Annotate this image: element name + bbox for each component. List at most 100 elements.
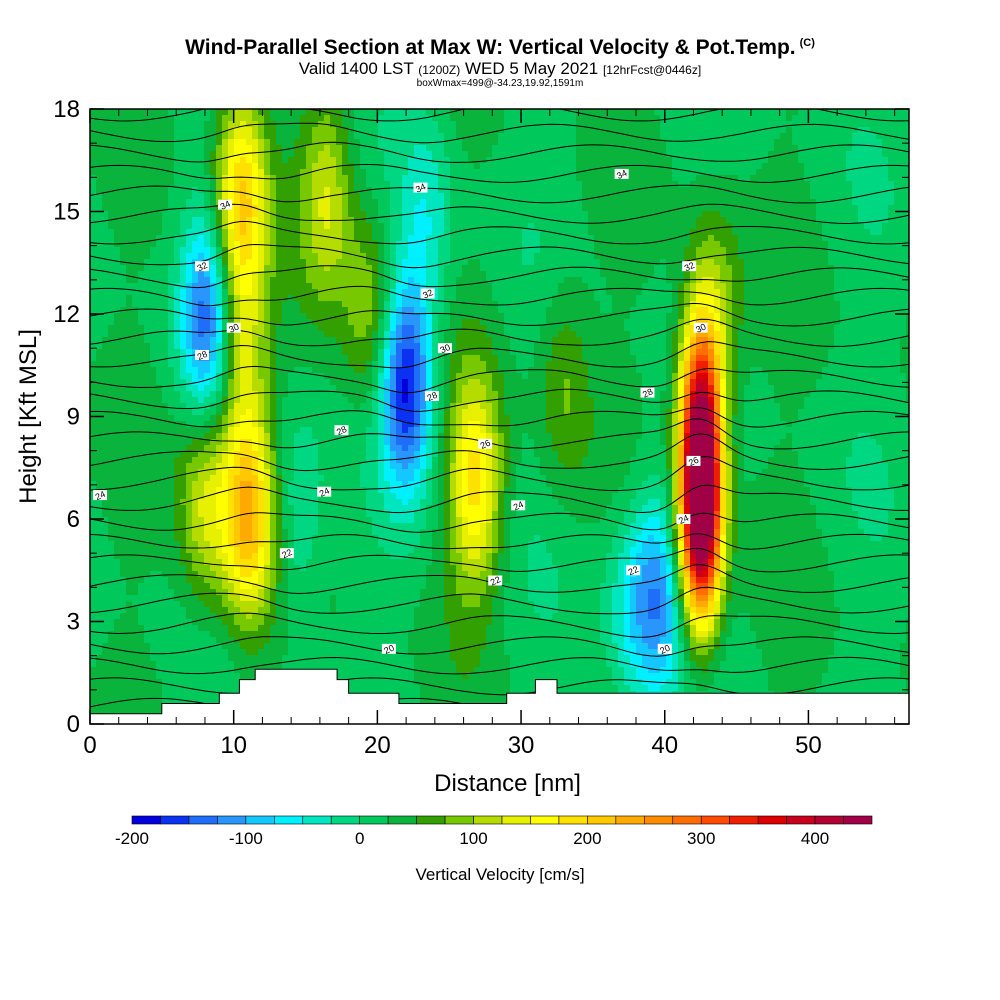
heatmap-cell — [618, 115, 625, 122]
heatmap-cell — [498, 235, 505, 242]
heatmap-cell — [492, 157, 499, 164]
heatmap-cell — [876, 259, 883, 266]
heatmap-cell — [276, 193, 283, 200]
heatmap-cell — [894, 295, 901, 302]
heatmap-cell — [654, 175, 661, 182]
heatmap-cell — [534, 289, 541, 296]
heatmap-cell — [624, 271, 631, 278]
heatmap-cell — [552, 313, 559, 320]
heatmap-cell — [582, 121, 589, 128]
heatmap-cell — [684, 307, 691, 314]
heatmap-cell — [678, 199, 685, 206]
heatmap-cell — [510, 109, 517, 116]
heatmap-cell — [678, 115, 685, 122]
heatmap-cell — [504, 307, 511, 314]
heatmap-cell — [444, 187, 451, 194]
heatmap-cell — [780, 181, 787, 188]
heatmap-cell — [264, 205, 271, 212]
heatmap-cell — [774, 199, 781, 206]
heatmap-cell — [438, 187, 445, 194]
heatmap-cell — [282, 133, 289, 140]
heatmap-cell — [264, 283, 271, 290]
heatmap-cell — [486, 313, 493, 320]
heatmap-cell — [402, 295, 409, 302]
heatmap-cell — [852, 181, 859, 188]
heatmap-cell — [522, 295, 529, 302]
heatmap-cell — [360, 163, 367, 170]
heatmap-cell — [678, 151, 685, 158]
heatmap-cell — [822, 313, 829, 320]
heatmap-cell — [462, 235, 469, 242]
heatmap-cell — [456, 295, 463, 302]
heatmap-cell — [696, 271, 703, 278]
heatmap-cell — [438, 133, 445, 140]
heatmap-cell — [480, 259, 487, 266]
heatmap-cell — [894, 235, 901, 242]
heatmap-cell — [498, 289, 505, 296]
heatmap-cell — [390, 199, 397, 206]
heatmap-cell — [504, 277, 511, 284]
heatmap-cell — [384, 199, 391, 206]
heatmap-cell — [222, 229, 229, 236]
heatmap-cell — [282, 217, 289, 224]
heatmap-cell — [690, 271, 697, 278]
heatmap-cell — [576, 295, 583, 302]
heatmap-cell — [444, 235, 451, 242]
heatmap-cell — [852, 301, 859, 308]
heatmap-cell — [378, 241, 385, 248]
heatmap-cell — [444, 325, 451, 332]
heatmap-cell — [846, 295, 853, 302]
heatmap-cell — [318, 253, 325, 260]
heatmap-cell — [570, 319, 577, 326]
heatmap-cell — [378, 235, 385, 242]
heatmap-cell — [612, 115, 619, 122]
heatmap-cell — [294, 127, 301, 134]
heatmap-cell — [462, 193, 469, 200]
heatmap-cell — [258, 253, 265, 260]
heatmap-cell — [204, 121, 211, 128]
heatmap-cell — [426, 253, 433, 260]
heatmap-cell — [132, 181, 139, 188]
heatmap-cell — [636, 301, 643, 308]
heatmap-cell — [360, 169, 367, 176]
heatmap-cell — [324, 235, 331, 242]
heatmap-cell — [558, 241, 565, 248]
heatmap-cell — [480, 277, 487, 284]
heatmap-cell — [648, 307, 655, 314]
heatmap-cell — [222, 247, 229, 254]
heatmap-cell — [438, 181, 445, 188]
heatmap-cell — [768, 187, 775, 194]
heatmap-cell — [702, 127, 709, 134]
heatmap-cell — [186, 199, 193, 206]
heatmap-cell — [402, 271, 409, 278]
heatmap-cell — [510, 283, 517, 290]
heatmap-cell — [552, 109, 559, 116]
heatmap-cell — [870, 151, 877, 158]
heatmap-cell — [606, 223, 613, 230]
heatmap-cell — [480, 307, 487, 314]
heatmap-cell — [246, 259, 253, 266]
heatmap-cell — [342, 325, 349, 332]
heatmap-cell — [798, 211, 805, 218]
heatmap-cell — [198, 307, 205, 314]
heatmap-cell — [882, 121, 889, 128]
heatmap-cell — [522, 235, 529, 242]
heatmap-cell — [834, 145, 841, 152]
heatmap-cell — [180, 217, 187, 224]
heatmap-cell — [480, 271, 487, 278]
heatmap-cell — [588, 271, 595, 278]
heatmap-cell — [900, 199, 907, 206]
heatmap-cell — [462, 163, 469, 170]
heatmap-cell — [216, 241, 223, 248]
heatmap-cell — [456, 151, 463, 158]
heatmap-cell — [150, 139, 157, 146]
heatmap-cell — [648, 223, 655, 230]
heatmap-cell — [612, 259, 619, 266]
heatmap-cell — [186, 181, 193, 188]
heatmap-cell — [672, 193, 679, 200]
heatmap-cell — [342, 169, 349, 176]
heatmap-cell — [864, 217, 871, 224]
heatmap-cell — [264, 199, 271, 206]
heatmap-cell — [564, 283, 571, 290]
heatmap-cell — [318, 115, 325, 122]
